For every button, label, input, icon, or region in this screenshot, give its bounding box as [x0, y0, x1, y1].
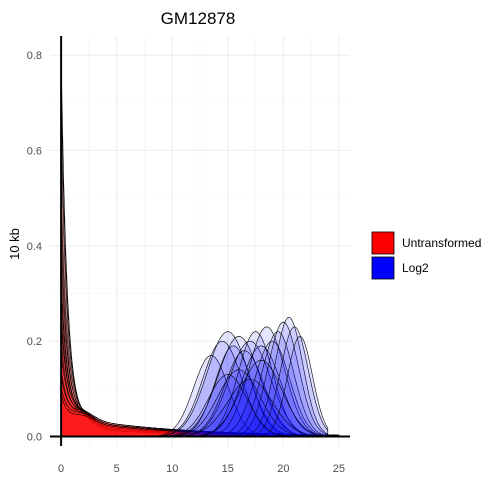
y-tick-label: 0.6: [27, 145, 42, 157]
chart-title: GM12878: [161, 9, 236, 28]
legend-label: Log2: [402, 261, 429, 275]
y-tick-label: 0.2: [27, 336, 42, 348]
x-tick-label: 10: [166, 463, 178, 475]
x-tick-label: 5: [114, 463, 120, 475]
x-tick-label: 0: [58, 463, 64, 475]
legend-swatch: [372, 257, 394, 279]
y-tick-label: 0.8: [27, 50, 42, 62]
legend: Untransformed Log2: [372, 232, 481, 279]
x-tick-label: 25: [333, 463, 345, 475]
x-tick-label: 15: [222, 463, 234, 475]
legend-label: Untransformed: [402, 236, 481, 250]
legend-swatch: [372, 232, 394, 254]
y-tick-label: 0.0: [27, 431, 42, 443]
y-tick-label: 0.4: [27, 241, 42, 253]
y-axis-title: 10 kb: [7, 228, 22, 260]
x-tick-label: 20: [277, 463, 289, 475]
